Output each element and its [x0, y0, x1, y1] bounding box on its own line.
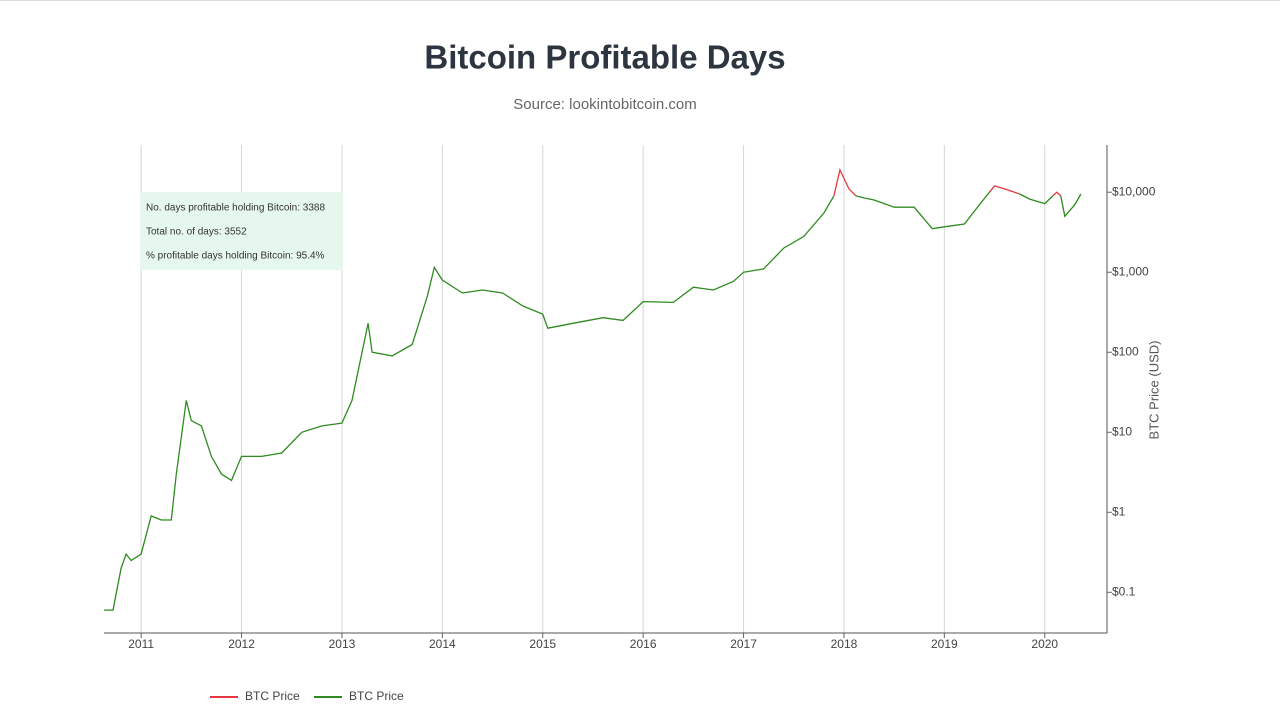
chart-title: Bitcoin Profitable Days [424, 39, 785, 76]
x-tick-label: 2011 [128, 637, 154, 651]
x-tick-label: 2018 [831, 637, 858, 651]
y-tick-label: $10,000 [1112, 184, 1156, 198]
y-tick-label: $100 [1112, 344, 1139, 358]
line-series [833, 167, 1062, 197]
y-axis-label: BTC Price (USD) [1146, 341, 1161, 440]
legend-label: BTC Price [349, 689, 404, 703]
x-tick-label: 2020 [1031, 637, 1058, 651]
y-tick-label: $0.1 [1112, 584, 1136, 598]
x-tick-label: 2012 [228, 637, 255, 651]
x-tick-label: 2017 [730, 637, 757, 651]
annotation: No. days profitable holding Bitcoin: 338… [146, 203, 325, 214]
chart-subtitle: Source: lookintobitcoin.com [513, 96, 696, 113]
x-tick-label: 2016 [630, 637, 657, 651]
line-series [104, 191, 1082, 611]
x-tick-label: 2013 [329, 637, 356, 651]
annotation: % profitable days holding Bitcoin: 95.4% [146, 251, 325, 262]
x-tick-label: 2014 [429, 637, 456, 651]
y-tick-label: $1,000 [1112, 264, 1149, 278]
annotation: Total no. of days: 3552 [146, 227, 247, 238]
x-tick-label: 2019 [931, 637, 958, 651]
annotation-box [141, 192, 343, 270]
x-tick-label: 2015 [529, 637, 556, 651]
legend-label: BTC Price [245, 689, 300, 703]
y-tick-label: $1 [1112, 504, 1126, 518]
y-tick-label: $10 [1112, 424, 1132, 438]
